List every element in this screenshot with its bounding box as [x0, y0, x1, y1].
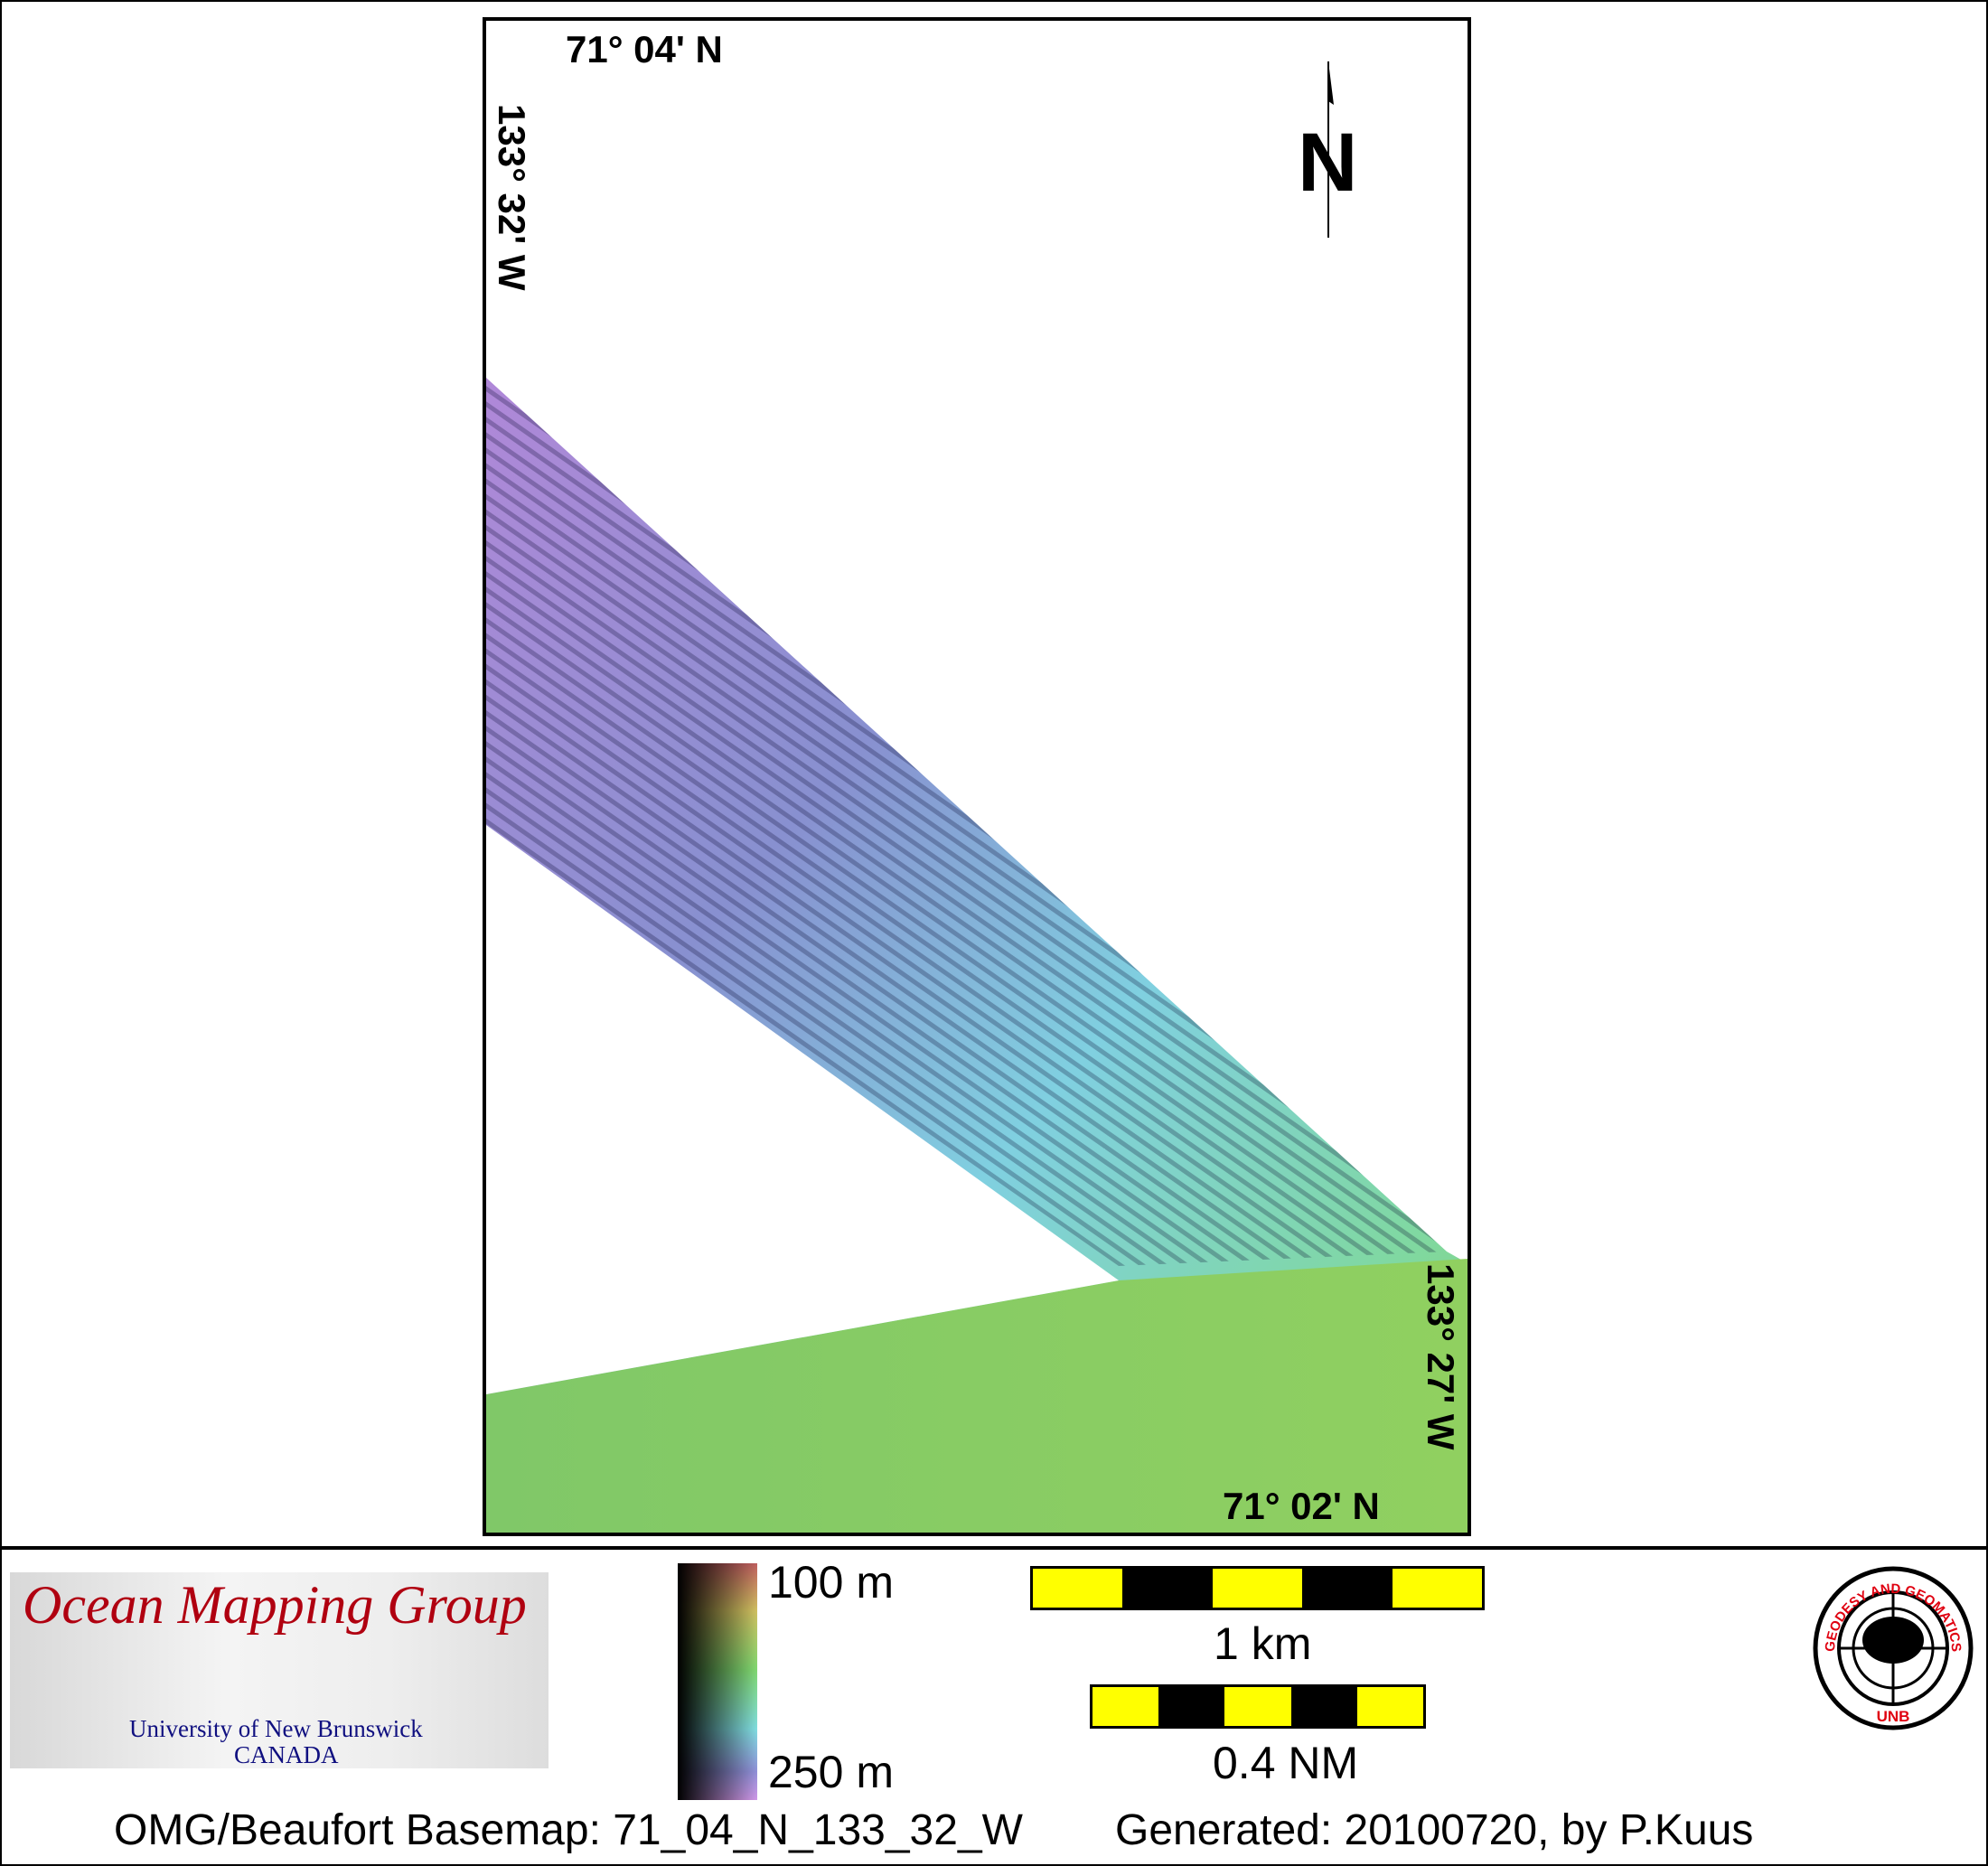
scalebar-nm-label: 0.4 NM: [1213, 1738, 1359, 1788]
lon-right-label: 133° 27' W: [1420, 1263, 1462, 1450]
scalebar-km-label: 1 km: [1214, 1618, 1312, 1669]
scalebar-nm: [1090, 1684, 1426, 1729]
omg-logo-subtitle-2: CANADA: [234, 1741, 339, 1768]
colorbar-bottom-label: 250 m: [768, 1747, 894, 1797]
scalebar-km: [1030, 1566, 1485, 1610]
omg-logo-title: Ocean Mapping Group: [23, 1575, 527, 1635]
footer-basemap: OMG/Beaufort Basemap: 71_04_N_133_32_W: [114, 1806, 1023, 1854]
gap-fill: [486, 825, 1119, 1394]
lat-top-label: 71° 04' N: [566, 28, 723, 70]
lat-bottom-label: 71° 02' N: [1223, 1485, 1380, 1527]
upper-swath-texture: [486, 378, 1447, 1266]
colorbar-top-label: 100 m: [768, 1557, 894, 1608]
map-frame: 71° 04' N 133° 32' W 133° 27' W 71° 02' …: [483, 17, 1471, 1536]
lower-survey-swath: [486, 1259, 1468, 1533]
omg-logo-subtitle-1: University of New Brunswick: [129, 1715, 423, 1742]
bathymetry-map: [486, 378, 1468, 1533]
north-arrow-icon: N: [1290, 61, 1363, 242]
footer-generated: Generated: 20100720, by P.Kuus: [1115, 1806, 1754, 1854]
legend-divider: [0, 1546, 1988, 1550]
unb-seal-bottom: UNB: [1877, 1708, 1910, 1725]
unb-seal-logo: GEODESY AND GEOMATICS ENGINEERING UNB: [1806, 1554, 1974, 1730]
colorbar-shade: [678, 1563, 757, 1800]
north-label: N: [1298, 117, 1358, 209]
lon-left-label: 133° 32' W: [491, 104, 533, 291]
omg-logo: Ocean Mapping Group University of New Br…: [10, 1572, 549, 1768]
